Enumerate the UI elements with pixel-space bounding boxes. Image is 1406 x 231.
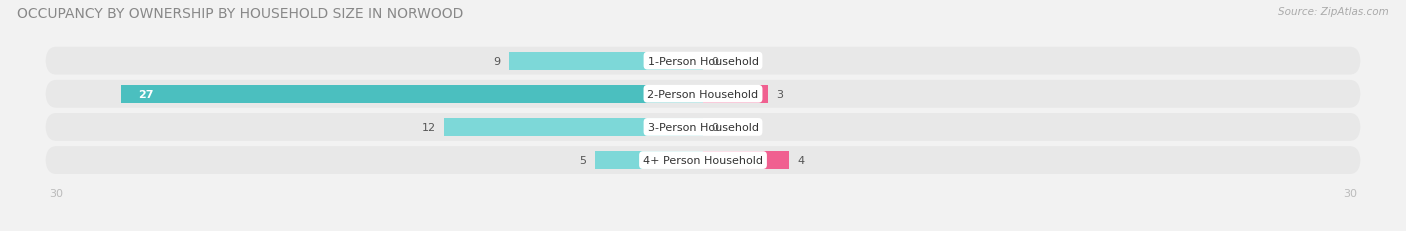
Text: 9: 9 — [494, 56, 501, 66]
FancyBboxPatch shape — [45, 146, 1361, 174]
Bar — [121, 85, 703, 103]
Bar — [703, 151, 789, 170]
Text: 0: 0 — [711, 56, 718, 66]
FancyBboxPatch shape — [45, 113, 1361, 141]
Bar — [509, 52, 703, 70]
Bar — [444, 118, 703, 137]
Text: 12: 12 — [422, 122, 436, 132]
Text: 27: 27 — [138, 89, 153, 99]
Text: 4+ Person Household: 4+ Person Household — [643, 155, 763, 165]
Text: 3-Person Household: 3-Person Household — [648, 122, 758, 132]
Text: 4: 4 — [797, 155, 806, 165]
Bar — [595, 151, 703, 170]
FancyBboxPatch shape — [45, 81, 1361, 108]
FancyBboxPatch shape — [45, 48, 1361, 75]
Text: OCCUPANCY BY OWNERSHIP BY HOUSEHOLD SIZE IN NORWOOD: OCCUPANCY BY OWNERSHIP BY HOUSEHOLD SIZE… — [17, 7, 463, 21]
Bar — [703, 85, 768, 103]
Text: 5: 5 — [579, 155, 586, 165]
Text: Source: ZipAtlas.com: Source: ZipAtlas.com — [1278, 7, 1389, 17]
Text: 3: 3 — [776, 89, 783, 99]
Text: 1-Person Household: 1-Person Household — [648, 56, 758, 66]
Text: 0: 0 — [711, 122, 718, 132]
Text: 2-Person Household: 2-Person Household — [647, 89, 759, 99]
